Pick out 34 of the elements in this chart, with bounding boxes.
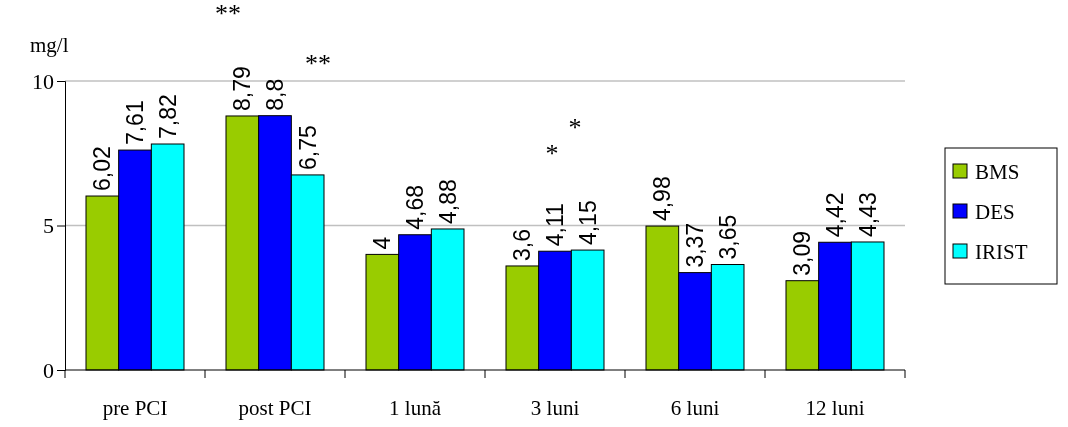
data-label: 7,61: [122, 100, 148, 146]
data-label: 4,88: [434, 179, 461, 224]
y-tick-label: 0: [43, 357, 54, 383]
data-label: 8,79: [229, 66, 256, 111]
text: **: [305, 49, 331, 78]
data-label: 4,11: [542, 203, 568, 247]
text: **: [215, 0, 241, 28]
data-label: 6,75: [294, 125, 321, 170]
x-tick-label: 6 luni: [670, 395, 720, 420]
data-label: 3,65: [714, 214, 741, 260]
annotation: * *: [545, 113, 582, 168]
y-tick-label: 5: [43, 213, 54, 239]
y-tick-label: 10: [32, 68, 54, 94]
data-label: 8,8: [262, 78, 288, 111]
x-tick-label: pre PCI: [102, 395, 168, 420]
x-tick-label: 1 lună: [389, 395, 442, 420]
legend-label: DES: [975, 200, 1015, 224]
data-label: 4,43: [854, 192, 881, 237]
legend-label: IRIST: [975, 240, 1028, 264]
data-label: 4,98: [649, 176, 676, 222]
x-tick-label: 3 luni: [530, 395, 580, 420]
data-label: 4,15: [574, 200, 601, 246]
data-label: 3,37: [682, 222, 708, 268]
data-label: 7,82: [154, 94, 181, 139]
data-label: 4,42: [822, 192, 848, 238]
data-label: 4,68: [402, 184, 428, 230]
data-label: 3,6: [509, 228, 536, 261]
x-tick-label: 12 luni: [805, 395, 865, 420]
legend-label: BMS: [975, 160, 1020, 184]
x-tick-label: post PCI: [238, 395, 312, 420]
data-label: 4: [369, 236, 396, 250]
data-label: 3,09: [789, 230, 816, 276]
y-axis-title: mg/l: [30, 33, 69, 57]
data-label: 6,02: [89, 146, 116, 192]
